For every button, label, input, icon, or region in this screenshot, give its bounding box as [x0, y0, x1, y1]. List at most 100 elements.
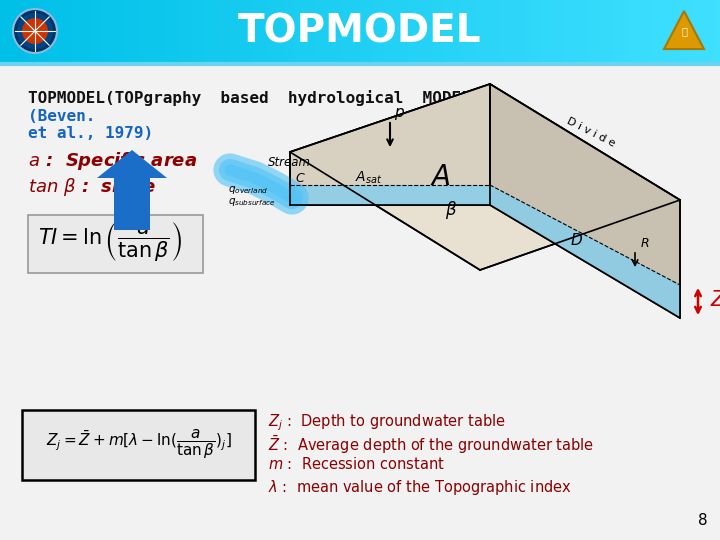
Bar	[144, 0, 151, 62]
Bar	[318, 0, 325, 62]
Bar	[126, 0, 133, 62]
Text: $\lambda$ :  mean value of the Topographic index: $\lambda$ : mean value of the Topographi…	[268, 478, 572, 497]
Bar	[396, 0, 403, 62]
Bar	[432, 0, 439, 62]
Circle shape	[13, 9, 57, 53]
Bar	[366, 0, 373, 62]
Bar	[540, 0, 547, 62]
Bar	[528, 0, 535, 62]
Bar	[288, 0, 295, 62]
Bar	[444, 0, 451, 62]
Bar	[480, 0, 487, 62]
Bar	[684, 0, 691, 62]
Bar	[426, 0, 433, 62]
Text: 校: 校	[681, 26, 687, 36]
Bar	[138, 0, 145, 62]
Bar	[312, 0, 319, 62]
Bar	[420, 0, 427, 62]
Bar	[294, 0, 301, 62]
Text: 8: 8	[698, 513, 708, 528]
Bar	[600, 0, 607, 62]
Polygon shape	[490, 185, 680, 318]
Polygon shape	[490, 84, 680, 318]
Bar	[534, 0, 541, 62]
Bar	[96, 0, 103, 62]
Bar	[186, 0, 193, 62]
Bar	[270, 0, 277, 62]
Text: $A_{sat}$: $A_{sat}$	[355, 170, 382, 186]
Bar	[522, 0, 529, 62]
Bar	[330, 0, 337, 62]
Bar	[18, 0, 25, 62]
Bar	[174, 0, 181, 62]
Text: $\bar{Z}$ :  Average depth of the groundwater table: $\bar{Z}$ : Average depth of the groundw…	[268, 434, 594, 456]
Bar	[402, 0, 409, 62]
Text: Stream: Stream	[268, 156, 311, 169]
Circle shape	[22, 18, 48, 44]
Bar	[228, 0, 235, 62]
Bar	[234, 0, 241, 62]
Bar	[570, 0, 577, 62]
Bar	[132, 0, 139, 62]
Text: $D$: $D$	[570, 232, 583, 248]
Bar	[576, 0, 583, 62]
Bar	[198, 0, 205, 62]
Bar	[702, 0, 709, 62]
Bar	[588, 0, 595, 62]
Bar	[162, 0, 169, 62]
Bar	[6, 0, 13, 62]
Bar	[168, 0, 175, 62]
Bar	[510, 0, 517, 62]
Bar	[516, 0, 523, 62]
Bar	[654, 0, 661, 62]
Bar	[336, 0, 343, 62]
Bar	[66, 0, 73, 62]
Bar	[636, 0, 643, 62]
Bar	[114, 178, 150, 230]
Text: TOPMODEL: TOPMODEL	[238, 12, 482, 50]
Bar	[714, 0, 720, 62]
Text: D i v i d e: D i v i d e	[565, 116, 616, 149]
Bar	[24, 0, 31, 62]
Bar	[60, 0, 67, 62]
Bar	[390, 0, 397, 62]
Bar	[246, 0, 253, 62]
Bar	[492, 0, 499, 62]
Bar	[240, 0, 247, 62]
Bar	[114, 0, 121, 62]
Bar	[102, 0, 109, 62]
Bar	[276, 0, 283, 62]
Bar	[360, 0, 367, 62]
Bar	[498, 0, 505, 62]
Bar	[348, 0, 355, 62]
Bar	[582, 0, 589, 62]
Polygon shape	[290, 84, 680, 270]
Bar	[282, 0, 289, 62]
Bar	[378, 0, 385, 62]
Bar	[696, 0, 703, 62]
Text: $q_{overland}$: $q_{overland}$	[228, 184, 269, 196]
Text: $m$ :  Recession constant: $m$ : Recession constant	[268, 456, 445, 472]
Bar	[90, 0, 97, 62]
Text: $R$: $R$	[640, 237, 649, 250]
Bar	[660, 0, 667, 62]
Bar	[666, 0, 673, 62]
Bar	[468, 0, 475, 62]
Bar	[192, 0, 199, 62]
Text: $Z_j = \bar{Z} + m[\lambda - \ln(\dfrac{a}{\tan\beta})_j]$: $Z_j = \bar{Z} + m[\lambda - \ln(\dfrac{…	[45, 429, 231, 461]
Bar	[624, 0, 631, 62]
Bar	[12, 0, 19, 62]
Text: $a$ :  Specific area: $a$ : Specific area	[28, 150, 197, 172]
Bar	[438, 0, 445, 62]
Bar	[462, 0, 469, 62]
Text: $q_{subsurface}$: $q_{subsurface}$	[228, 196, 276, 208]
Bar	[306, 0, 313, 62]
Bar	[672, 0, 679, 62]
Polygon shape	[664, 11, 704, 49]
Bar	[450, 0, 457, 62]
Circle shape	[17, 13, 53, 49]
Text: $Z_j$ :  Depth to groundwater table: $Z_j$ : Depth to groundwater table	[268, 412, 505, 433]
Bar	[558, 0, 565, 62]
Polygon shape	[97, 150, 167, 178]
Bar	[0, 0, 7, 62]
